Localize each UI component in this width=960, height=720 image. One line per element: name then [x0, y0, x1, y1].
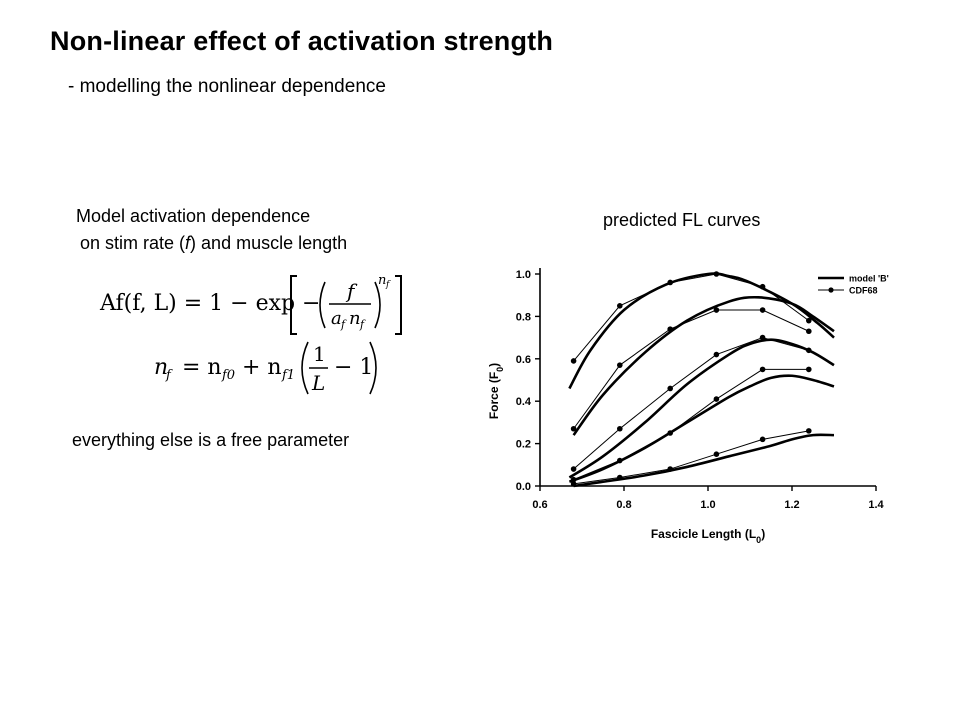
- cdf68-point: [759, 334, 766, 341]
- eq1-frac-den-n: n: [349, 308, 361, 329]
- eq2-rhs-b: + n: [242, 355, 282, 380]
- y-tick-label: 0.2: [516, 439, 531, 451]
- x-axis-label: Fascicle Length (L0): [651, 527, 765, 545]
- cdf68-point: [806, 328, 812, 335]
- model-b-curve-2: [572, 295, 835, 436]
- eq1-exponent-sub: f: [385, 280, 391, 290]
- cdf68-point: [713, 451, 720, 457]
- legend-label: CDF68: [849, 286, 878, 296]
- cdf68-point: [617, 474, 623, 481]
- cdf68-line-3: [573, 337, 809, 470]
- eq2-rhs-b-sub: f1: [281, 368, 295, 383]
- y-tick-label: 1.0: [516, 269, 531, 281]
- eq1-frac-den-sub: f: [340, 318, 347, 331]
- model-b-curve-4: [568, 374, 835, 483]
- x-tick-label: 1.0: [700, 499, 715, 511]
- cdf68-point: [617, 425, 623, 432]
- cdf68-point: [713, 396, 720, 402]
- y-tick-label: 0.8: [516, 311, 531, 323]
- slide-subtitle: - modelling the nonlinear dependence: [68, 76, 386, 97]
- cdf68-point: [667, 326, 673, 332]
- eq1-right-bracket: [395, 275, 402, 335]
- cdf68-line-1: [573, 273, 810, 362]
- eq1-frac-num: f: [345, 279, 358, 303]
- eq1-left-bracket: [290, 275, 297, 335]
- slide-title: Non-linear effect of activation strength: [50, 26, 554, 56]
- chart-legend: model 'B' CDF68: [818, 274, 889, 296]
- eq2-left-paren: [301, 341, 309, 395]
- x-tick-label: 1.2: [784, 499, 799, 511]
- x-tick-label: 0.6: [532, 499, 547, 511]
- cdf68-point: [806, 428, 812, 434]
- cdf68-point: [759, 436, 766, 443]
- cdf68-point: [570, 358, 577, 364]
- cdf68-point: [806, 317, 812, 324]
- cdf68-point: [570, 466, 577, 472]
- eq1-exponent: n: [378, 273, 386, 288]
- cdf68-point: [617, 362, 623, 368]
- fl-curves-label: predicted FL curves: [603, 210, 761, 230]
- cdf68-point: [713, 307, 720, 313]
- free-parameter-note: everything else is a free parameter: [72, 430, 350, 450]
- eq2-lhs: n: [154, 355, 168, 380]
- nf-equation: n f = n f0 + n f1 1 L − 1: [154, 341, 377, 395]
- heading-f-symbol: f: [185, 233, 191, 253]
- cdf68-point: [617, 457, 623, 464]
- model-b-curve-1: [568, 272, 835, 390]
- eq2-frac-num: 1: [313, 342, 326, 366]
- x-tick-label: 1.4: [868, 499, 884, 511]
- y-tick-label: 0.6: [516, 354, 531, 366]
- eq1-minus: −: [302, 291, 320, 316]
- cdf68-line-5: [573, 430, 809, 485]
- cdf68-point: [667, 466, 673, 472]
- eq1-lhs: Af(f, L) = 1 − exp: [99, 291, 295, 316]
- model-heading-line-1: Model activation dependence: [76, 206, 311, 226]
- force-length-chart: 0.6 0.8 1.0 1.2 1.4 0.0 0.2 0.4 0.6 0.8 1.0 Fascic…: [487, 268, 889, 545]
- cdf68-point: [806, 366, 812, 373]
- eq2-rhs-a: = n: [182, 355, 222, 380]
- cdf68-point: [667, 430, 673, 436]
- heading-text-b: ) and muscle length: [190, 233, 348, 253]
- cdf68-point: [570, 481, 577, 487]
- model-b-curve-3: [568, 338, 835, 479]
- y-tick-label: 0.4: [516, 396, 532, 408]
- cdf68-line-4: [573, 368, 809, 481]
- legend-label: model 'B': [849, 274, 889, 284]
- cdf68-point: [759, 366, 766, 373]
- cdf68-point: [617, 303, 623, 309]
- model-heading: Model activation dependence on stim rate…: [76, 203, 347, 257]
- cdf68-point: [570, 425, 577, 432]
- heading-text-a: on stim rate (: [80, 233, 186, 253]
- eq1-right-paren: [374, 281, 381, 329]
- cdf68-point: [667, 279, 673, 286]
- cdf68-point: [759, 307, 766, 313]
- eq2-right-paren: [369, 341, 377, 395]
- cdf68-point: [713, 351, 720, 358]
- x-tick-label: 0.8: [616, 499, 631, 511]
- eq1-frac-den: a: [331, 308, 342, 329]
- cdf68-line-2: [573, 309, 810, 430]
- y-tick-label: 0.0: [516, 481, 531, 493]
- eq2-tail: − 1: [334, 355, 373, 380]
- model-heading-line-2: on stim rate (f) and muscle length: [76, 230, 347, 257]
- legend-dot: [828, 287, 834, 293]
- eq2-frac-den: L: [311, 371, 325, 395]
- y-axis-label: Force (F0): [487, 363, 505, 419]
- cdf68-point: [806, 347, 812, 354]
- eq1-frac-den-n-sub: f: [359, 318, 366, 331]
- eq2-rhs-a-sub: f0: [221, 368, 235, 383]
- activation-equation: Af(f, L) = 1 − exp − f a f n f n f: [99, 273, 402, 335]
- eq2-lhs-sub: f: [165, 368, 173, 383]
- model-b-curve-5: [573, 433, 835, 488]
- eq1-left-paren: [319, 281, 326, 329]
- cdf68-point: [713, 271, 720, 277]
- cdf68-point: [570, 476, 577, 483]
- cdf68-point: [667, 385, 673, 392]
- cdf68-point: [759, 283, 766, 290]
